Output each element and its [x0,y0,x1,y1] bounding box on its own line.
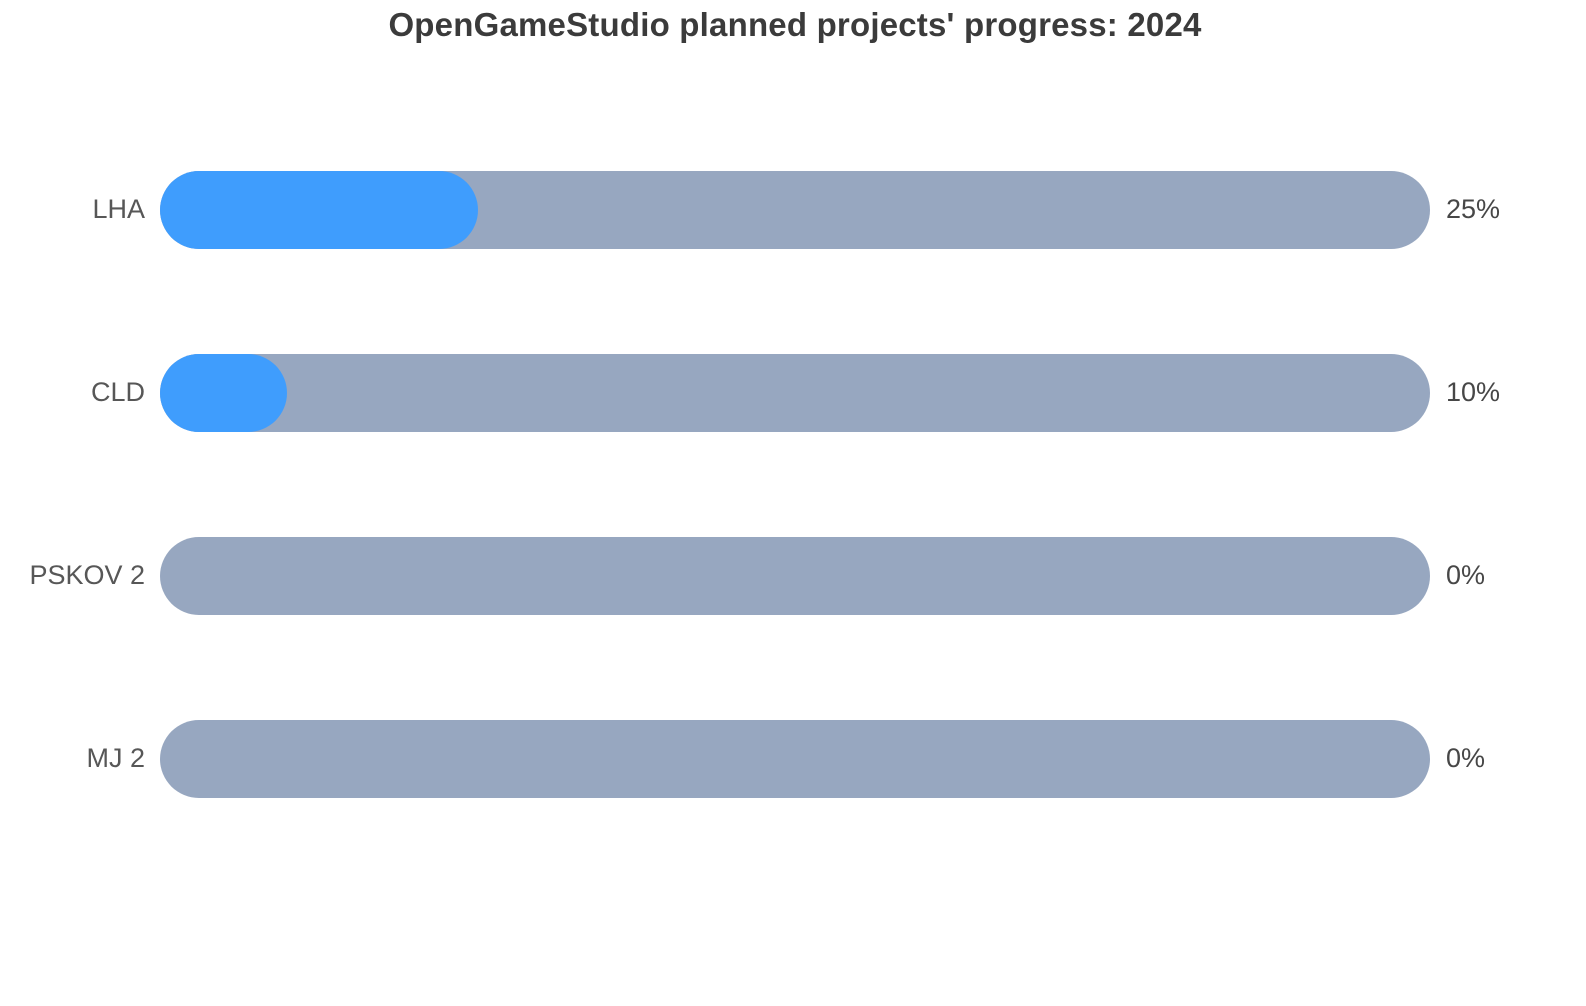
bar-track-mj2 [160,719,1430,798]
bar-fill-lha [160,170,478,249]
progress-bar-chart: LHA 25% CLD 10% PSKOV 2 0% MJ 2 0% [0,118,1586,850]
bar-label-mj2: MJ 2 [86,743,145,773]
bar-row-lha: LHA 25% [0,118,1586,301]
bar-row-mj2: MJ 2 0% [0,667,1586,850]
bar-row-cld: CLD 10% [0,301,1586,484]
bar-value-pskov2: 0% [1446,560,1486,590]
bar-value-mj2: 0% [1446,743,1486,773]
bar-track-cld [160,353,1430,432]
chart-title: OpenGameStudio planned projects' progres… [388,6,1202,43]
bar-row-pskov2: PSKOV 2 0% [0,484,1586,667]
bar-label-pskov2: PSKOV 2 [29,560,145,590]
bar-fill-cld [160,353,287,432]
bar-track-pskov2 [160,536,1430,615]
bar-label-cld: CLD [90,377,145,407]
bar-value-cld: 10% [1446,377,1501,407]
bar-value-lha: 25% [1446,194,1501,224]
bar-track-lha [160,170,1430,249]
bar-label-lha: LHA [92,194,145,224]
